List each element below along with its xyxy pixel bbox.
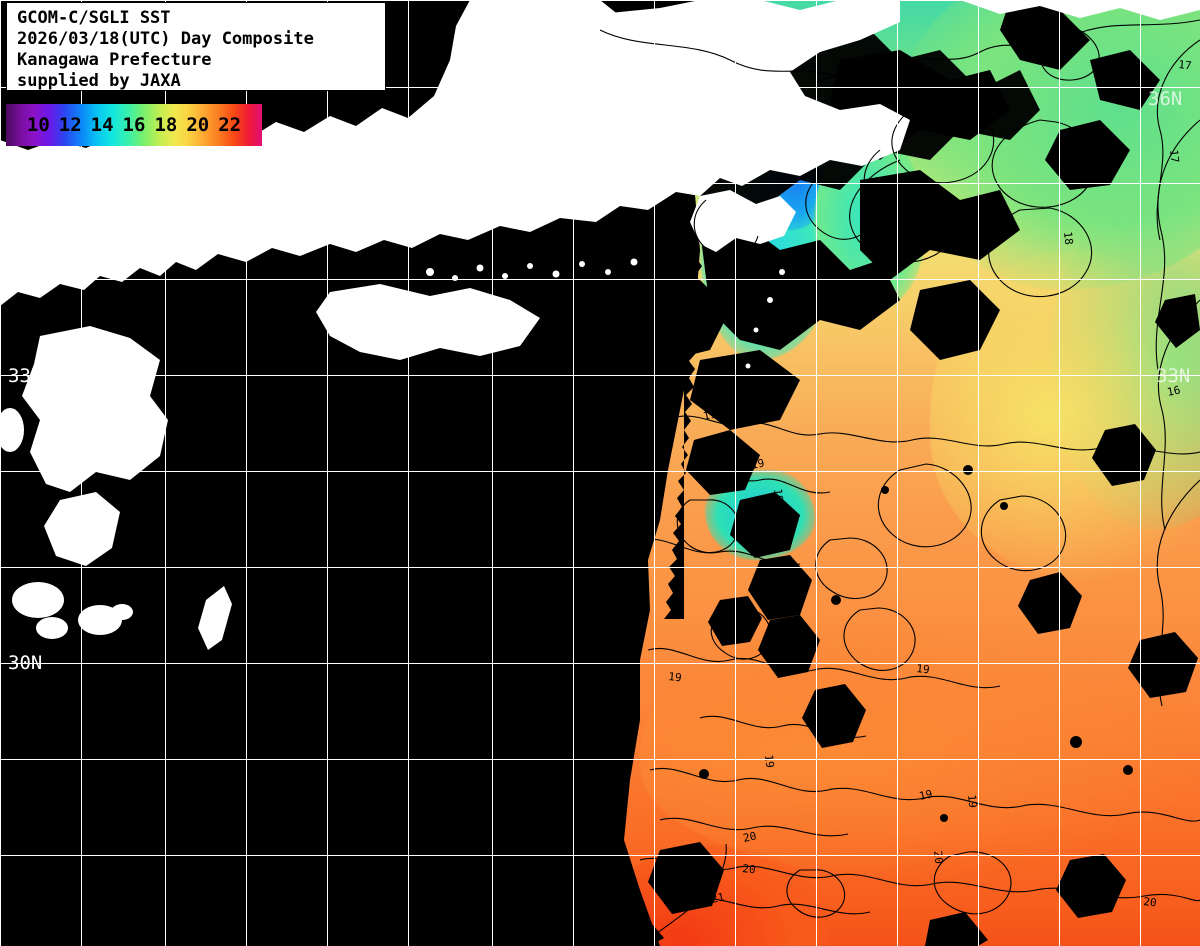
graticule-meridian-9 [735,0,736,946]
title-line-region: Kanagawa Prefecture [17,50,212,70]
contour-label-20-16: 20 [931,850,945,865]
colorbar-tick-20: 20 [186,113,210,136]
graticule-meridian-0 [0,0,1,946]
latitude-label-33n: 33N [1156,365,1191,387]
contour-label-17-1: 17 [1167,149,1181,164]
graticule-meridian-5 [408,0,409,946]
title-line-provider: supplied by JAXA [17,71,181,91]
contour-label-21-18: 21 [710,890,726,905]
graticule-meridian-7 [573,0,574,946]
graticule-meridian-12 [978,0,979,946]
graticule-parallel-1 [0,87,1200,88]
colorbar-gradient [6,104,262,146]
title-line-product: GCOM-C/SGLI SST [17,8,171,28]
colorbar-tick-16: 16 [122,113,146,136]
graticule-parallel-5 [0,471,1200,472]
title-legend-box: GCOM-C/SGLI SST 2026/03/18(UTC) Day Comp… [6,2,386,91]
contour-label-19-6: 19 [750,456,766,471]
graticule-meridian-2 [165,0,166,946]
contour-label-19-8: 19 [668,670,683,684]
contour-label-17-2: 17 [1178,58,1193,72]
graticule-meridian-6 [492,0,493,946]
latitude-label-33n: 33N [8,365,43,387]
contour-label-19-9: 19 [702,407,718,422]
contour-label-20-17: 20 [1143,895,1158,909]
contour-label-19-7: 19 [771,488,785,503]
graticule-meridian-13 [1059,0,1060,946]
colorbar-tick-12: 12 [58,113,82,136]
graticule-meridian-14 [1140,0,1141,946]
graticule-meridian-8 [654,0,655,946]
graticule-parallel-0 [0,0,1200,1]
latitude-label-36n: 36N [1148,88,1183,110]
graticule-parallel-9 [0,855,1200,856]
contour-label-19-11: 19 [916,662,931,676]
latitude-label-30n: 30N [8,652,43,674]
colorbar-tick-18: 18 [154,113,178,136]
colorbar-tick-labels: 10 12 14 16 18 20 22 [6,104,262,146]
contour-label-19-12: 19 [918,787,934,802]
graticule-parallel-8 [0,759,1200,760]
contour-label-16-0: 16 [1166,383,1182,398]
colorbar-tick-22: 22 [218,113,242,136]
graticule-meridian-4 [327,0,328,946]
sst-colorbar: 10 12 14 16 18 20 22 [6,104,262,146]
graticule-parallel-4 [0,375,1200,376]
graticule-parallel-3 [0,279,1200,280]
contour-label-20-15: 20 [742,829,758,844]
contour-label-19-10: 19 [762,754,776,769]
longitude-label-144e: 144E [1149,0,1171,8]
title-line-date: 2026/03/18(UTC) Day Composite [17,29,314,49]
contour-label-18-5: 18 [1071,36,1086,50]
graticule-meridian-10 [816,0,817,946]
contour-label-20-14: 20 [742,862,757,876]
longitude-label-136e: 136E [508,0,530,8]
graticule-meridian-11 [897,0,898,946]
graticule-meridian-1 [81,0,82,946]
graticule-parallel-2 [0,183,1200,184]
contour-label-18-4: 18 [1061,231,1075,246]
colorbar-tick-14: 14 [90,113,114,136]
colorbar-tick-10: 10 [26,113,50,136]
graticule-parallel-6 [0,567,1200,568]
contour-label-18-3: 18 [1058,133,1074,148]
contour-label-19-13: 19 [965,794,979,809]
graticule-meridian-3 [246,0,247,946]
graticule-parallel-7 [0,663,1200,664]
